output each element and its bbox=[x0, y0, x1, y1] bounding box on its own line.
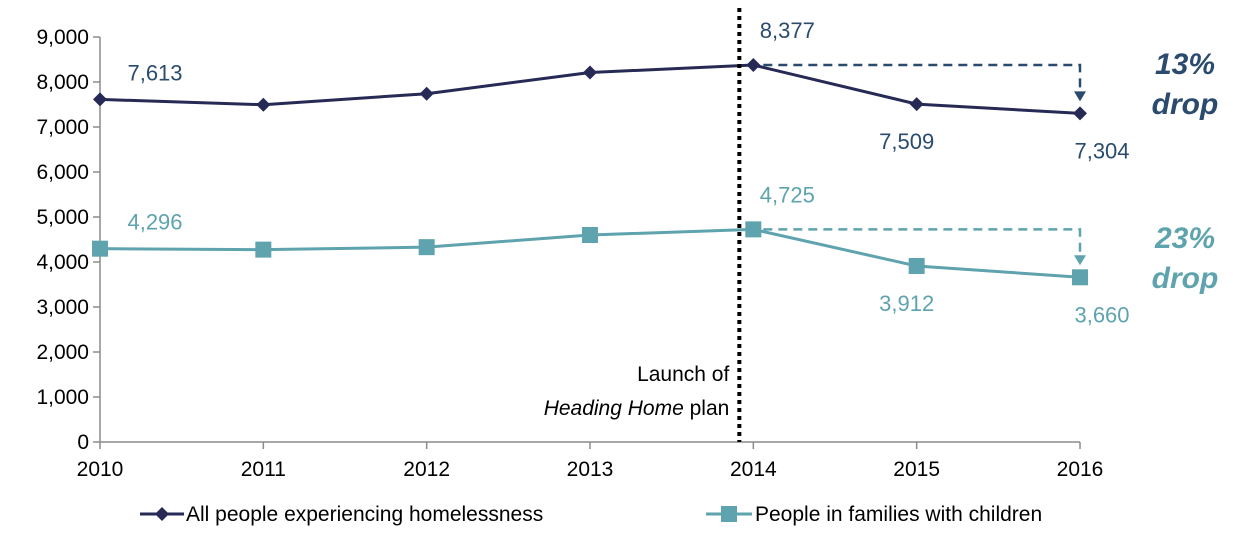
y-tick-label: 8,000 bbox=[36, 71, 89, 94]
x-tick-label: 2016 bbox=[1057, 458, 1104, 481]
x-tick-label: 2015 bbox=[893, 458, 940, 481]
series-0-drop-bracket bbox=[763, 63, 1082, 92]
x-tick-label: 2014 bbox=[730, 458, 777, 481]
series-0-point bbox=[909, 97, 924, 112]
x-tick-label: 2012 bbox=[403, 458, 450, 481]
series-0-point bbox=[93, 92, 107, 107]
legend-series-1-marker bbox=[721, 506, 737, 522]
y-tick-label: 9,000 bbox=[36, 26, 89, 49]
y-tick-label: 7,000 bbox=[36, 116, 89, 139]
series-1-point bbox=[745, 221, 762, 238]
series-0-data-label: 7,304 bbox=[1074, 138, 1129, 163]
series-1-point bbox=[1072, 269, 1088, 286]
series-0-point bbox=[1073, 106, 1087, 121]
series-1-point bbox=[255, 241, 272, 258]
legend-series-1-label: People in families with children bbox=[755, 503, 1042, 526]
x-tick-label: 2013 bbox=[567, 458, 614, 481]
launch-annotation-plan-name: Heading Home bbox=[544, 397, 684, 420]
x-tick-label: 2010 bbox=[77, 458, 124, 481]
launch-annotation-line1: Launch of bbox=[637, 363, 729, 386]
launch-annotation-plan-suffix: plan bbox=[684, 397, 730, 420]
y-tick-label: 3,000 bbox=[36, 296, 89, 319]
annotations: Launch of Heading Home plan 13% drop 23% drop bbox=[544, 8, 1219, 442]
series-1-point bbox=[582, 227, 598, 243]
series-1-drop-arrowhead bbox=[1074, 255, 1086, 266]
series-1-drop-percent: 23% bbox=[1154, 222, 1215, 255]
series-1-drop-bracket bbox=[763, 228, 1082, 256]
series-0-data-label: 7,509 bbox=[879, 129, 934, 154]
legend-series-0-marker bbox=[155, 507, 169, 521]
series-1-drop-word: drop bbox=[1152, 262, 1219, 295]
y-tick-label: 1,000 bbox=[36, 386, 89, 409]
series-1-data-label: 4,296 bbox=[127, 210, 182, 235]
series-layer bbox=[92, 58, 1088, 286]
legend-series-0-label: All people experiencing homelessness bbox=[186, 503, 543, 526]
series-1-point bbox=[908, 257, 925, 274]
y-tick-label: 6,000 bbox=[36, 161, 89, 184]
series-1-data-label: 3,912 bbox=[879, 291, 934, 316]
series-0-drop-percent: 13% bbox=[1155, 48, 1215, 81]
series-0-point bbox=[583, 65, 597, 80]
y-tick-label: 2,000 bbox=[36, 341, 89, 364]
x-tick-label: 2011 bbox=[241, 458, 286, 481]
series-0-data-label: 8,377 bbox=[760, 18, 815, 43]
series-1-point bbox=[418, 239, 435, 256]
launch-annotation-line2: Heading Home plan bbox=[544, 397, 730, 420]
series-1-point bbox=[92, 240, 108, 257]
series-0-drop-arrowhead bbox=[1074, 91, 1086, 102]
y-tick-label: 4,000 bbox=[36, 251, 89, 274]
axes: 0 1,000 2,000 3,000 4,000 5,000 6,000 7,000 8,00… bbox=[36, 26, 1103, 481]
series-0-point bbox=[256, 97, 271, 112]
y-tick-label: 0 bbox=[77, 431, 89, 454]
legend: All people experiencing homelessness Peop… bbox=[140, 503, 1042, 526]
series-1-data-label: 3,660 bbox=[1074, 302, 1129, 327]
series-0-point bbox=[419, 86, 434, 101]
series-0-point bbox=[746, 58, 761, 73]
y-tick-label: 5,000 bbox=[36, 206, 89, 229]
series-0-drop-word: drop bbox=[1152, 88, 1219, 121]
data-labels: 7,613 8,377 7,509 7,304 4,296 4,725 3,912 3,660 bbox=[127, 18, 1129, 327]
series-0-data-label: 7,613 bbox=[127, 60, 182, 85]
series-1-data-label: 4,725 bbox=[760, 182, 815, 207]
